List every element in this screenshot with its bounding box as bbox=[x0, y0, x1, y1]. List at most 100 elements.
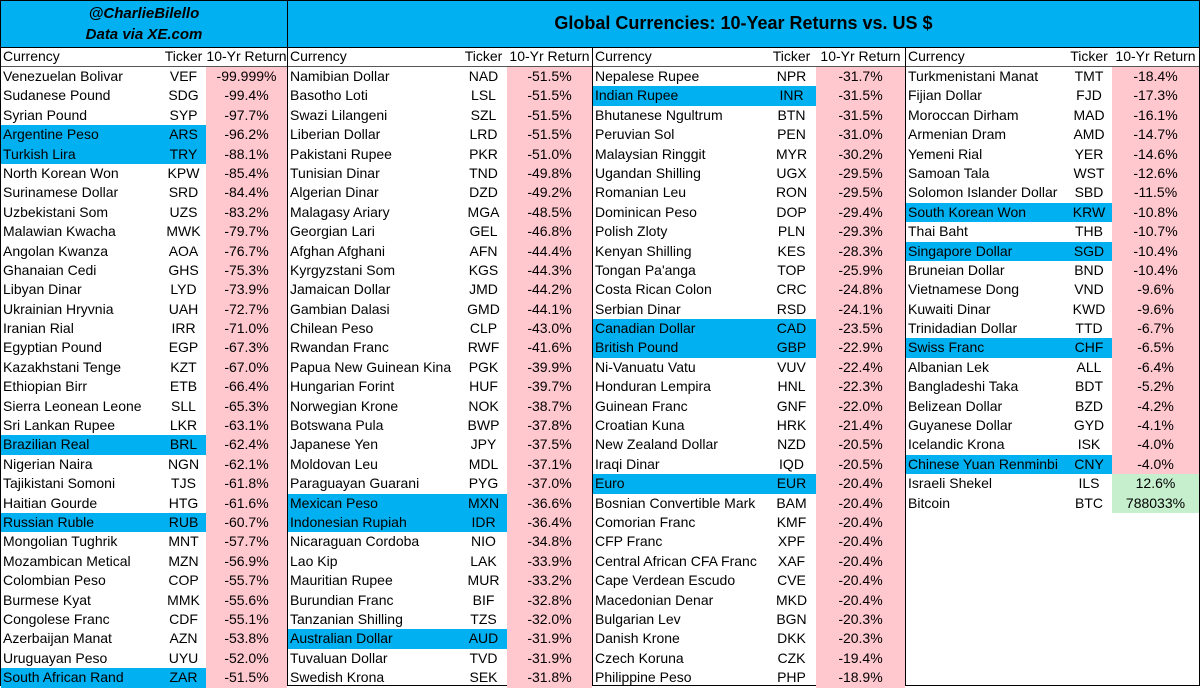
currency-ticker: GYD bbox=[1073, 417, 1105, 434]
ticker-header: Ticker bbox=[164, 48, 203, 64]
currency-name: Nigerian Naira bbox=[3, 455, 93, 472]
currency-name: Albanian Lek bbox=[908, 358, 989, 375]
currency-name: Iraqi Dinar bbox=[595, 455, 660, 472]
currency-name: Mozambican Metical bbox=[3, 552, 131, 569]
return-header: 10-Yr Return bbox=[509, 48, 590, 64]
return-value: -14.6% bbox=[1112, 144, 1199, 164]
currency-name: Honduran Lempira bbox=[595, 378, 711, 395]
return-value: -11.5% bbox=[1112, 183, 1199, 203]
return-value: -33.2% bbox=[507, 571, 592, 591]
currency-name: Papua New Guinean Kina bbox=[290, 358, 452, 375]
currency-ticker: CNY bbox=[1066, 454, 1112, 475]
return-value: -20.4% bbox=[816, 551, 905, 572]
currency-ticker: CHF bbox=[1066, 338, 1112, 358]
table-row: Mozambican Metical MZN -56.9% bbox=[1, 551, 287, 572]
table-row: Liberian Dollar LRD -51.5% bbox=[288, 125, 592, 145]
return-value: -37.1% bbox=[507, 454, 592, 475]
return-value: -23.5% bbox=[816, 319, 905, 339]
currency-name: British Pound bbox=[593, 338, 769, 358]
column-group-2: Currency Ticker 10-Yr Return Namibian Dolla… bbox=[288, 47, 593, 688]
currency-name: Ukrainian Hryvnia bbox=[3, 300, 114, 317]
currency-ticker: NGN bbox=[167, 455, 200, 472]
table-row: Tanzanian Shilling TZS -32.0% bbox=[288, 609, 592, 630]
return-value: -14.7% bbox=[1112, 125, 1199, 145]
currency-name: Bangladeshi Taka bbox=[908, 378, 1019, 395]
currency-name: Egyptian Pound bbox=[3, 339, 102, 356]
return-value: -22.9% bbox=[816, 338, 905, 358]
return-value: -97.7% bbox=[206, 105, 287, 126]
currency-name: Afghan Afghani bbox=[290, 242, 385, 259]
data-source: Data via XE.com bbox=[85, 26, 203, 43]
currency-name: Icelandic Krona bbox=[908, 436, 1005, 453]
currency-ticker: RSD bbox=[776, 300, 807, 317]
currency-ticker: NZD bbox=[777, 436, 806, 453]
table-row: Iranian Rial IRR -71.0% bbox=[1, 319, 287, 339]
table-row: Ugandan Shilling UGX -29.5% bbox=[593, 163, 905, 184]
return-value: -29.5% bbox=[816, 183, 905, 203]
currency-ticker: XAF bbox=[777, 552, 806, 569]
column-group-3: Currency Ticker 10-Yr Return Nepalese Rupee… bbox=[593, 47, 906, 688]
return-value: -49.2% bbox=[507, 183, 592, 203]
return-value: -36.6% bbox=[507, 493, 592, 513]
currency-ticker: XPF bbox=[777, 533, 806, 550]
currency-name: Philippine Peso bbox=[595, 669, 692, 686]
currency-ticker: ILS bbox=[1078, 475, 1100, 492]
table-row: Jamaican Dollar JMD -44.2% bbox=[288, 280, 592, 300]
currency-name: Russian Ruble bbox=[1, 512, 163, 533]
return-value: -39.7% bbox=[507, 377, 592, 397]
currency-ticker: BGN bbox=[776, 610, 807, 627]
currency-name: Malagasy Ariary bbox=[290, 203, 390, 220]
currency-ticker: BWP bbox=[467, 417, 500, 434]
currency-name: Croatian Kuna bbox=[595, 417, 685, 434]
currency-name: Central African CFA Franc bbox=[595, 552, 757, 569]
table-row: Armenian Dram AMD -14.7% bbox=[906, 125, 1199, 145]
currency-name: Hungarian Forint bbox=[290, 378, 395, 395]
currency-ticker: VND bbox=[1074, 281, 1104, 298]
currency-ticker: TRY bbox=[161, 144, 206, 164]
currency-name: North Korean Won bbox=[3, 164, 119, 181]
return-value: -25.9% bbox=[816, 260, 905, 281]
table-row: Congolese Franc CDF -55.1% bbox=[1, 609, 287, 630]
currency-name: Romanian Leu bbox=[595, 184, 687, 201]
return-value: -31.5% bbox=[816, 105, 905, 126]
currency-name: Canadian Dollar bbox=[593, 319, 769, 339]
table-row: North Korean Won KPW -85.4% bbox=[1, 163, 287, 184]
return-value: -37.5% bbox=[507, 435, 592, 455]
currency-ticker: GBP bbox=[767, 338, 816, 358]
table-row: Indian Rupee INR -31.5% bbox=[593, 86, 905, 106]
table-row: Turkmenistani Manat TMT -18.4% bbox=[906, 67, 1199, 87]
table-row: Croatian Kuna HRK -21.4% bbox=[593, 416, 905, 436]
currency-ticker: KPW bbox=[167, 164, 200, 181]
table-row: Guinean Franc GNF -22.0% bbox=[593, 396, 905, 417]
currency-ticker: LRD bbox=[469, 126, 498, 143]
currency-name: Syrian Pound bbox=[3, 106, 88, 123]
return-value: -17.3% bbox=[1112, 86, 1199, 106]
table-row: Paraguayan Guarani PYG -37.0% bbox=[288, 474, 592, 494]
currency-name: Moldovan Leu bbox=[290, 455, 378, 472]
currency-ticker: RUB bbox=[161, 512, 206, 533]
table-row: Sierra Leonean Leone SLL -65.3% bbox=[1, 396, 287, 417]
table-row: Surinamese Dollar SRD -84.4% bbox=[1, 183, 287, 203]
currency-ticker: CDF bbox=[169, 610, 198, 627]
table-row: Malagasy Ariary MGA -48.5% bbox=[288, 202, 592, 223]
table-row: Azerbaijan Manat AZN -53.8% bbox=[1, 629, 287, 649]
table-row: Georgian Lari GEL -46.8% bbox=[288, 222, 592, 242]
return-value: -62.1% bbox=[206, 454, 287, 475]
return-value: -20.4% bbox=[816, 590, 905, 610]
table-row: Burundian Franc BIF -32.8% bbox=[288, 590, 592, 610]
currency-name: Burundian Franc bbox=[290, 591, 394, 608]
return-value: -36.4% bbox=[507, 512, 592, 533]
return-header: 10-Yr Return bbox=[1115, 48, 1196, 64]
return-value: -57.7% bbox=[206, 532, 287, 552]
currency-name: Algerian Dinar bbox=[290, 184, 379, 201]
table-row: CFP Franc XPF -20.4% bbox=[593, 532, 905, 552]
return-value: -49.8% bbox=[507, 163, 592, 184]
currency-name: Kyrgyzstani Som bbox=[290, 261, 396, 278]
table-row: Swiss Franc CHF -6.5% bbox=[906, 338, 1199, 358]
column-group-4: Currency Ticker 10-Yr Return Turkmenistani … bbox=[906, 47, 1200, 685]
return-value: -10.8% bbox=[1112, 202, 1199, 223]
currency-name: Rwandan Franc bbox=[290, 339, 389, 356]
currency-ticker: SZL bbox=[470, 106, 497, 123]
currency-name: Swazi Lilangeni bbox=[290, 106, 388, 123]
table-row: Mongolian Tughrik MNT -57.7% bbox=[1, 532, 287, 552]
